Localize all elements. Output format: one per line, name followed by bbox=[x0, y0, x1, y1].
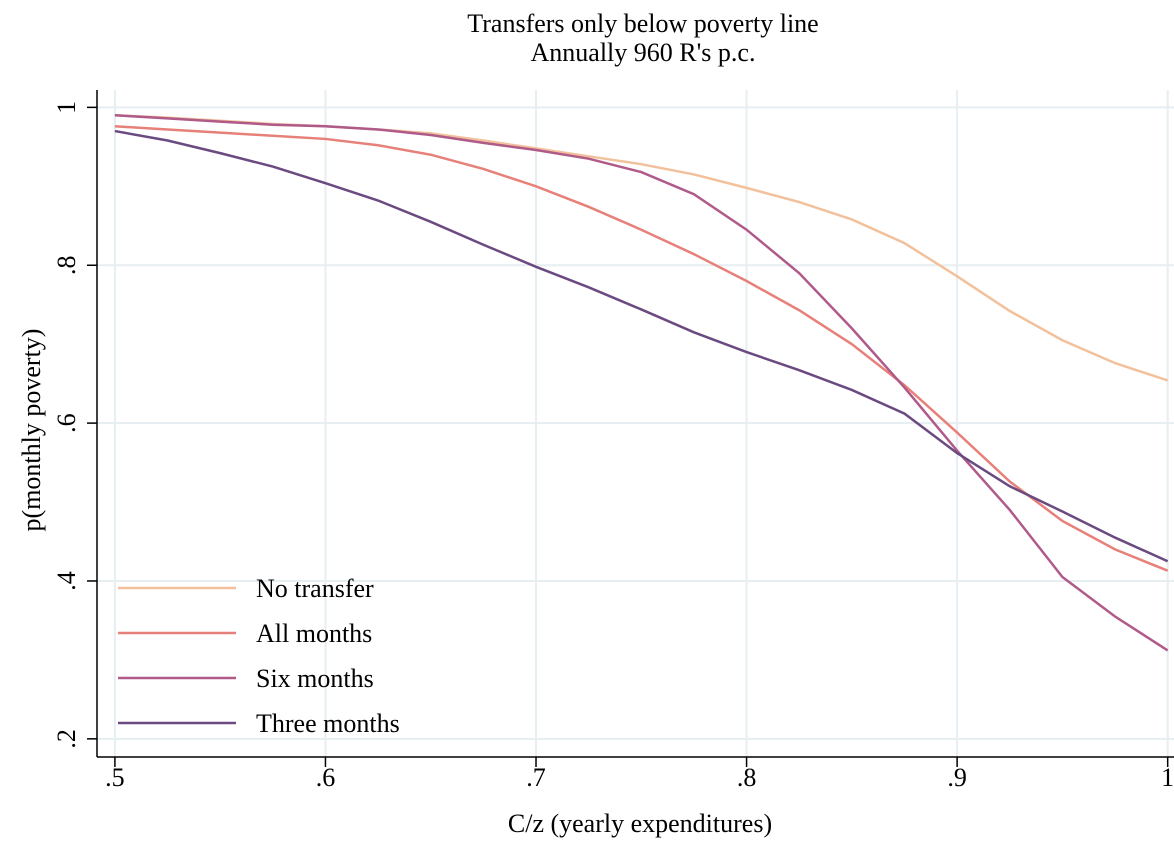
series-line bbox=[114, 114, 1169, 382]
x-tick-label: 1 bbox=[1161, 763, 1174, 792]
y-tick-label: .2 bbox=[52, 729, 81, 749]
legend-label: All months bbox=[256, 619, 372, 648]
y-tick-label: .6 bbox=[52, 413, 81, 433]
x-tick-label: .8 bbox=[737, 763, 757, 792]
y-axis-label: p(monthly poverty) bbox=[17, 329, 46, 532]
chart-title: Transfers only below poverty line bbox=[467, 9, 818, 38]
legend-label: No transfer bbox=[256, 574, 374, 603]
series-line bbox=[114, 125, 1169, 572]
chart-subtitle: Annually 960 R's p.c. bbox=[531, 38, 756, 67]
x-axis-label: C/z (yearly expenditures) bbox=[508, 809, 772, 838]
y-tick-label: 1 bbox=[52, 101, 81, 114]
y-tick-label: .8 bbox=[52, 255, 81, 275]
x-tick-label: .9 bbox=[947, 763, 967, 792]
x-tick-label: .5 bbox=[105, 763, 125, 792]
x-tick-label: .7 bbox=[526, 763, 546, 792]
series-line bbox=[114, 114, 1169, 652]
y-tick-label: .4 bbox=[52, 571, 81, 591]
x-tick-label: .6 bbox=[316, 763, 336, 792]
series-line bbox=[114, 129, 1169, 563]
legend-label: Six months bbox=[256, 664, 374, 693]
legend-label: Three months bbox=[256, 709, 400, 738]
